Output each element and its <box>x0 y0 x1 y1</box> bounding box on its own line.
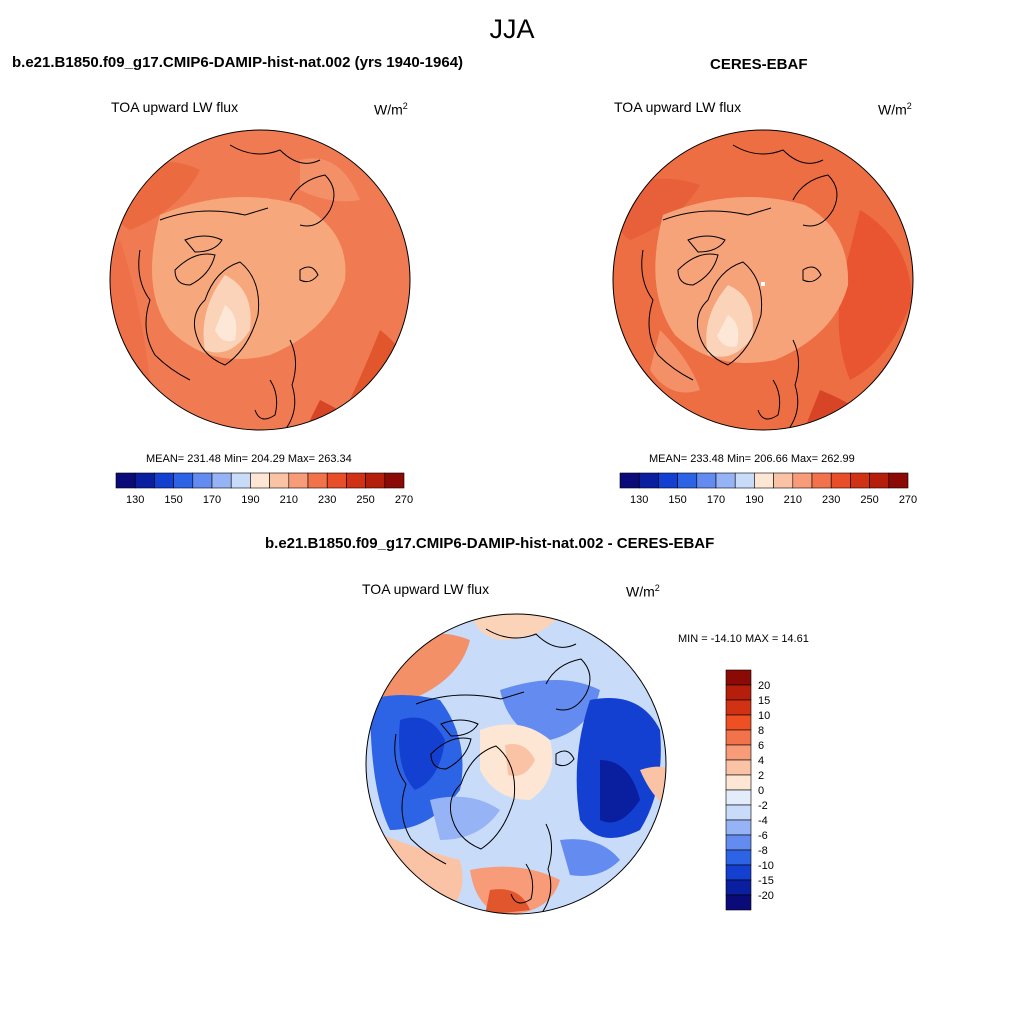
diff-colorbar-tick-label: -20 <box>758 890 774 902</box>
right-colorbar-tick-label: 190 <box>745 494 763 506</box>
diff-colorbar-tick-label: 15 <box>758 695 770 707</box>
left-colorbar-box <box>269 472 290 489</box>
diff-colorbar-box <box>725 774 752 791</box>
left-colorbar-box <box>307 472 328 489</box>
right-colorbar-box <box>830 472 851 489</box>
left-colorbar-box <box>230 472 251 489</box>
diff-colorbar-box <box>725 714 752 731</box>
right-stats-text: MEAN= 233.48 Min= 206.66 Max= 262.99 <box>649 453 855 465</box>
diff-colorbar-box <box>725 834 752 851</box>
diff-colorbar-tick-label: 2 <box>758 770 764 782</box>
diff-colorbar-box <box>725 744 752 761</box>
right-colorbar-box <box>734 472 755 489</box>
diff-stats-text: MIN = -14.10 MAX = 14.61 <box>678 633 809 645</box>
right-colorbar-box <box>696 472 717 489</box>
diff-colorbar-box <box>725 789 752 806</box>
left-colorbar-tick-label: 150 <box>164 494 182 506</box>
diff-units-label: W/m2 <box>626 583 660 600</box>
right-colorbar-box <box>792 472 813 489</box>
right-panel-title: CERES-EBAF <box>710 56 808 73</box>
left-variable-label: TOA upward LW flux <box>111 99 239 115</box>
left-colorbar-box <box>192 472 213 489</box>
right-colorbar-box <box>811 472 832 489</box>
left-colorbar-box <box>115 472 136 489</box>
left-colorbar-box <box>134 472 155 489</box>
diff-colorbar-tick-label: -2 <box>758 800 768 812</box>
left-stats-text: MEAN= 231.48 Min= 204.29 Max= 263.34 <box>146 453 352 465</box>
left-colorbar-box <box>365 472 386 489</box>
diff-colorbar-box <box>725 699 752 716</box>
right-variable-label: TOA upward LW flux <box>614 99 742 115</box>
right-units-label: W/m2 <box>878 101 912 118</box>
right-colorbar-tick-label: 210 <box>784 494 802 506</box>
left-colorbar-box <box>250 472 270 489</box>
right-colorbar-tick-label: 150 <box>668 494 686 506</box>
diff-colorbar-tick-label: -4 <box>758 815 768 827</box>
diff-colorbar-box <box>725 849 752 866</box>
left-colorbar-box <box>326 472 347 489</box>
right-colorbar-tick-label: 230 <box>822 494 840 506</box>
right-colorbar-box <box>715 472 736 489</box>
left-colorbar-box <box>384 472 405 489</box>
diff-colorbar-tick-label: 20 <box>758 680 770 692</box>
diff-colorbar-tick-label: 10 <box>758 710 770 722</box>
diff-colorbar-tick-label: -8 <box>758 845 768 857</box>
right-colorbar-box <box>850 472 870 489</box>
left-colorbar-tick-label: 190 <box>241 494 259 506</box>
right-colorbar-box <box>888 472 909 489</box>
diff-colorbar-box <box>725 669 752 686</box>
diff-colorbar-tick-label: 8 <box>758 725 764 737</box>
diff-colorbar-box <box>725 819 752 836</box>
right-colorbar-tick-label: 270 <box>899 494 917 506</box>
diff-colorbar-tick-label: 4 <box>758 755 764 767</box>
left-colorbar-tick-label: 170 <box>203 494 221 506</box>
diff-colorbar-box <box>725 879 752 896</box>
left-colorbar-tick-label: 270 <box>395 494 413 506</box>
diff-colorbar-box <box>725 864 752 881</box>
right-polar-map <box>612 129 914 431</box>
right-colorbar-box <box>773 472 794 489</box>
left-colorbar-box <box>346 472 366 489</box>
right-colorbar-box <box>869 472 890 489</box>
right-colorbar-box <box>677 472 698 489</box>
left-colorbar-box <box>288 472 309 489</box>
right-colorbar-box <box>754 472 774 489</box>
diff-colorbar-tick-label: -6 <box>758 830 768 842</box>
left-colorbar-box <box>211 472 232 489</box>
right-colorbar-tick-label: 170 <box>707 494 725 506</box>
diff-colorbar-tick-label: -15 <box>758 875 774 887</box>
left-polar-map <box>109 129 411 431</box>
left-colorbar-box <box>173 472 194 489</box>
diff-panel-title: b.e21.B1850.f09_g17.CMIP6-DAMIP-hist-nat… <box>265 535 715 552</box>
left-colorbar: 130 150 170 190 210 230 250 270 <box>115 472 413 506</box>
right-colorbar-box <box>619 472 640 489</box>
diff-colorbar-box <box>725 804 752 821</box>
left-colorbar-tick-label: 130 <box>126 494 144 506</box>
diff-variable-label: TOA upward LW flux <box>362 581 490 597</box>
diff-colorbar-box <box>725 759 752 776</box>
left-units-label: W/m2 <box>374 101 408 118</box>
season-title: JJA <box>489 14 535 44</box>
right-colorbar-tick-label: 130 <box>630 494 648 506</box>
diff-colorbar-tick-label: 0 <box>758 785 764 797</box>
diff-colorbar-box <box>725 729 752 746</box>
diff-colorbar-box <box>725 894 752 911</box>
right-colorbar-box <box>638 472 659 489</box>
left-colorbar-tick-label: 230 <box>318 494 336 506</box>
diff-polar-map <box>365 613 667 915</box>
left-panel-title: b.e21.B1850.f09_g17.CMIP6-DAMIP-hist-nat… <box>12 54 464 71</box>
diff-colorbar-box <box>725 684 752 701</box>
right-colorbar: 130 150 170 190 210 230 250 270 <box>619 472 917 506</box>
left-colorbar-tick-label: 250 <box>356 494 374 506</box>
right-colorbar-tick-label: 250 <box>860 494 878 506</box>
diff-colorbar-tick-label: 6 <box>758 740 764 752</box>
diff-colorbar-tick-label: -10 <box>758 860 774 872</box>
left-colorbar-tick-label: 210 <box>280 494 298 506</box>
right-colorbar-box <box>658 472 678 489</box>
left-colorbar-box <box>154 472 174 489</box>
